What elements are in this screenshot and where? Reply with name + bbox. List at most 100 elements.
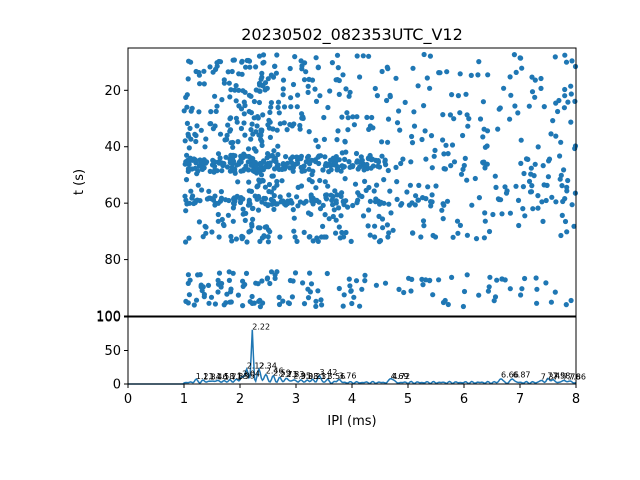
scatter-point bbox=[340, 303, 346, 309]
scatter-point bbox=[221, 302, 227, 308]
scatter-point bbox=[482, 210, 488, 216]
scatter-point bbox=[315, 64, 321, 70]
scatter-point bbox=[251, 146, 257, 152]
scatter-point bbox=[184, 152, 190, 158]
scatter-point bbox=[481, 126, 487, 132]
scatter-point bbox=[184, 120, 190, 126]
scatter-point bbox=[271, 193, 277, 199]
scatter-point bbox=[219, 216, 225, 223]
scatter-point bbox=[492, 173, 498, 179]
scatter-point bbox=[242, 281, 248, 288]
scatter-point bbox=[530, 206, 536, 212]
scatter-point bbox=[461, 162, 467, 169]
scatter-point bbox=[325, 104, 331, 111]
scatter-point bbox=[339, 114, 345, 120]
scatter-point bbox=[328, 157, 334, 163]
scatter-point bbox=[398, 160, 404, 167]
scatter-point bbox=[245, 167, 251, 173]
scatter-point bbox=[433, 183, 439, 189]
scatter-point bbox=[187, 155, 193, 161]
scatter-point bbox=[193, 138, 199, 145]
scatter-point bbox=[274, 182, 280, 188]
scatter-point bbox=[428, 203, 434, 209]
scatter-point bbox=[354, 53, 360, 59]
scatter-point bbox=[288, 156, 294, 162]
scatter-point bbox=[187, 125, 193, 131]
scatter-point bbox=[276, 110, 282, 116]
scatter-point bbox=[305, 295, 312, 301]
scatter-point bbox=[366, 126, 372, 132]
scatter-point bbox=[202, 144, 208, 150]
scatter-point bbox=[285, 200, 291, 207]
scatter-point bbox=[280, 77, 287, 83]
scatter-point bbox=[429, 192, 435, 198]
scatter-y-tick-label: 40 bbox=[104, 140, 121, 155]
scatter-point bbox=[518, 292, 524, 298]
scatter-point bbox=[555, 108, 561, 115]
scatter-point bbox=[238, 106, 245, 112]
scatter-point bbox=[197, 272, 203, 278]
scatter-point bbox=[265, 76, 271, 82]
scatter-point bbox=[297, 122, 303, 129]
scatter-point bbox=[521, 170, 527, 177]
histogram-x-tick-label: 1 bbox=[180, 392, 188, 407]
scatter-point bbox=[340, 72, 346, 78]
scatter-point bbox=[199, 288, 205, 294]
scatter-point bbox=[274, 201, 280, 207]
scatter-point bbox=[482, 218, 488, 224]
histogram-x-tick-label: 3 bbox=[292, 392, 300, 407]
scatter-point bbox=[516, 222, 522, 229]
scatter-point bbox=[460, 166, 466, 172]
scatter-point bbox=[306, 129, 312, 135]
scatter-point bbox=[519, 65, 525, 71]
scatter-point bbox=[427, 53, 433, 59]
scatter-point bbox=[535, 205, 541, 211]
scatter-point bbox=[382, 157, 388, 163]
scatter-point bbox=[475, 72, 481, 78]
scatter-point bbox=[511, 52, 517, 58]
scatter-point bbox=[225, 69, 231, 75]
scatter-point bbox=[369, 156, 376, 162]
peak-label: 4.72 bbox=[392, 372, 410, 381]
scatter-point bbox=[244, 239, 250, 245]
scatter-point bbox=[219, 280, 225, 287]
scatter-point bbox=[327, 88, 333, 94]
scatter-point bbox=[562, 52, 568, 58]
scatter-point bbox=[374, 93, 380, 99]
scatter-point bbox=[394, 196, 400, 202]
scatter-point bbox=[338, 193, 344, 199]
scatter-point bbox=[256, 99, 262, 106]
scatter-point bbox=[411, 109, 417, 115]
scatter-point bbox=[246, 108, 252, 115]
scatter-point bbox=[226, 197, 232, 204]
scatter-point bbox=[333, 217, 339, 223]
scatter-point bbox=[229, 238, 235, 244]
scatter-point bbox=[440, 216, 446, 222]
scatter-point bbox=[303, 69, 309, 75]
scatter-point bbox=[347, 283, 353, 289]
scatter-point bbox=[538, 75, 544, 82]
scatter-point bbox=[291, 215, 297, 221]
histogram-x-axis-label: IPI (ms) bbox=[327, 414, 376, 429]
scatter-point bbox=[385, 139, 391, 145]
scatter-point bbox=[321, 234, 327, 240]
scatter-point bbox=[468, 72, 474, 78]
histogram-x-axis: 0 1 2 3 4 5 6 7 8 bbox=[124, 384, 580, 407]
scatter-point bbox=[216, 270, 223, 276]
scatter-point bbox=[380, 225, 386, 231]
scatter-point bbox=[188, 108, 194, 114]
scatter-point bbox=[526, 178, 533, 184]
scatter-point bbox=[548, 131, 554, 137]
scatter-point bbox=[254, 123, 260, 129]
scatter-point bbox=[227, 299, 233, 305]
scatter-point bbox=[313, 303, 319, 309]
scatter-point bbox=[312, 86, 318, 92]
scatter-point bbox=[526, 103, 532, 109]
scatter-point bbox=[210, 69, 216, 75]
scatter-point bbox=[541, 182, 547, 188]
scatter-point bbox=[440, 137, 446, 143]
scatter-point bbox=[299, 168, 305, 174]
scatter-point bbox=[235, 179, 241, 185]
scatter-point bbox=[339, 150, 345, 156]
scatter-point bbox=[371, 188, 377, 194]
